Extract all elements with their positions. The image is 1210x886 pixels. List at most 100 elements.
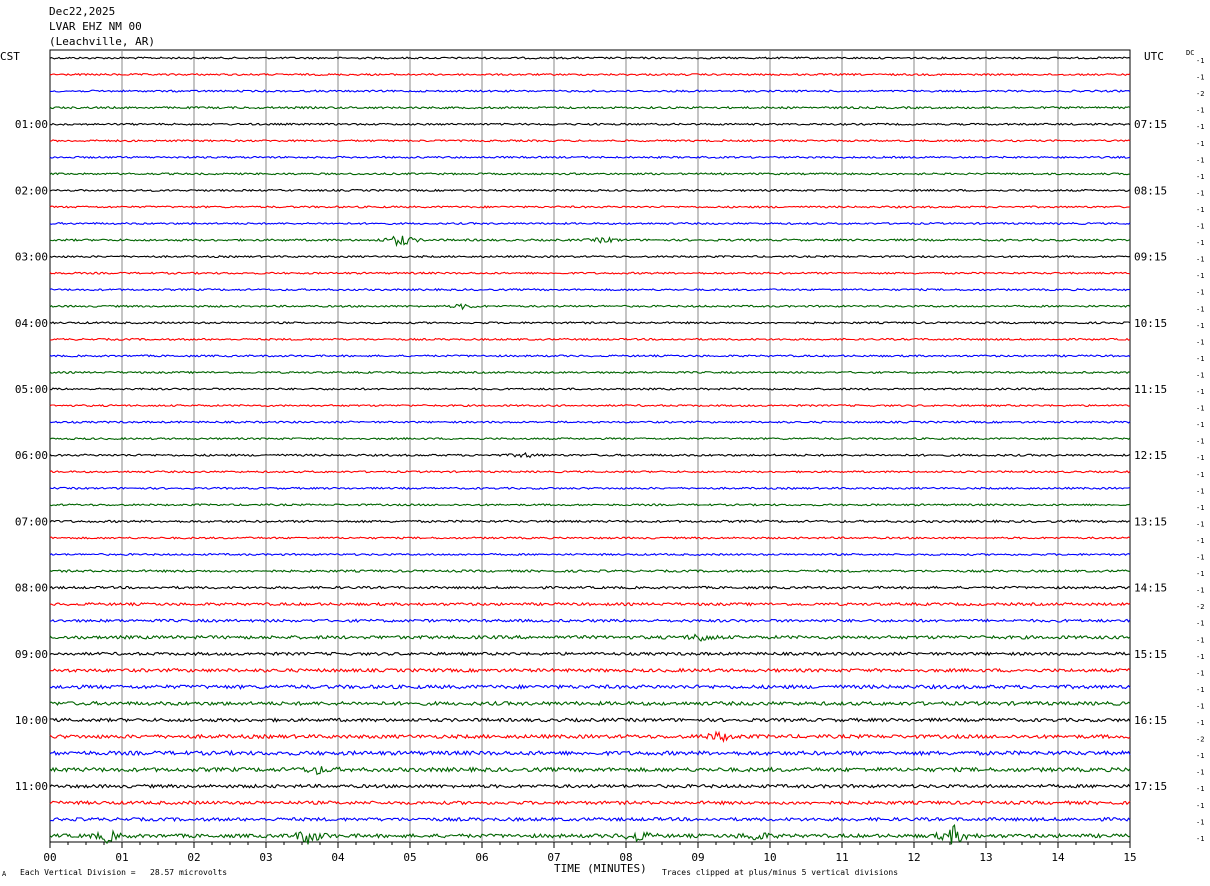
seismic-trace xyxy=(49,271,1131,275)
x-tick-label: 15 xyxy=(1123,851,1136,864)
left-hour-label: 09:00 xyxy=(15,648,48,661)
seismic-trace xyxy=(49,536,1131,540)
seismic-trace xyxy=(49,519,1131,524)
dc-offset-label: -2 xyxy=(1196,90,1204,98)
dc-offset-label: -1 xyxy=(1196,653,1204,661)
dc-offset-label: -1 xyxy=(1196,289,1204,297)
dc-offset-label: -1 xyxy=(1196,835,1204,843)
seismic-trace xyxy=(49,387,1131,391)
dc-offset-label: -1 xyxy=(1196,702,1204,710)
x-tick-label: 05 xyxy=(403,851,416,864)
x-tick-label: 10 xyxy=(763,851,776,864)
seismic-trace xyxy=(49,749,1131,757)
dc-offset-label: -1 xyxy=(1196,305,1204,313)
seismic-trace xyxy=(49,667,1131,674)
dc-offset-label: -1 xyxy=(1196,520,1204,528)
right-hour-label: 11:15 xyxy=(1134,383,1167,396)
seismic-trace xyxy=(49,700,1131,707)
dc-offset-label: -1 xyxy=(1196,669,1204,677)
seismic-trace xyxy=(49,235,1131,248)
dc-offset-label: -1 xyxy=(1196,355,1204,363)
seismic-trace xyxy=(49,783,1131,789)
dc-offset-label: -1 xyxy=(1196,636,1204,644)
dc-offset-label: -1 xyxy=(1196,57,1204,65)
seismic-trace xyxy=(49,321,1131,325)
right-hour-label: 12:15 xyxy=(1134,449,1167,462)
seismic-trace xyxy=(49,452,1131,459)
seismic-trace xyxy=(49,105,1131,110)
seismic-trace xyxy=(49,139,1131,143)
dc-offset-label: -1 xyxy=(1196,752,1204,760)
seismic-trace xyxy=(50,601,1131,607)
dc-offset-label: -1 xyxy=(1196,818,1204,826)
dc-offset-label: -1 xyxy=(1196,256,1204,264)
seismic-trace xyxy=(49,188,1131,193)
dc-offset-label: -2 xyxy=(1196,603,1204,611)
dc-offset-label: -1 xyxy=(1196,239,1204,247)
x-axis-title: TIME (MINUTES) xyxy=(554,862,647,875)
chart-title-station: LVAR EHZ NM 00 xyxy=(49,20,142,33)
seismic-trace xyxy=(49,816,1131,823)
dc-offset-label: -1 xyxy=(1196,471,1204,479)
clip-footnote: Traces clipped at plus/minus 5 vertical … xyxy=(662,868,899,877)
right-hour-label: 15:15 xyxy=(1134,648,1167,661)
x-tick-label: 13 xyxy=(979,851,992,864)
chart-title-location: (Leachville, AR) xyxy=(49,35,155,48)
seismic-trace xyxy=(49,470,1131,474)
seismic-trace xyxy=(49,72,1131,77)
seismic-trace xyxy=(49,122,1131,126)
x-tick-label: 01 xyxy=(115,851,128,864)
right-timezone-label: UTC xyxy=(1144,50,1164,63)
dc-offset-label: -1 xyxy=(1196,189,1204,197)
right-hour-label: 10:15 xyxy=(1134,317,1167,330)
dc-offset-label: -1 xyxy=(1196,802,1204,810)
dc-offset-label: -1 xyxy=(1196,570,1204,578)
left-hour-label: 11:00 xyxy=(15,780,48,793)
dc-offset-label: -1 xyxy=(1196,206,1204,214)
right-hour-label: 14:15 xyxy=(1134,582,1167,595)
dc-offset-label: -1 xyxy=(1196,504,1204,512)
right-hour-label: 17:15 xyxy=(1134,780,1167,793)
right-hour-label: 13:15 xyxy=(1134,515,1167,528)
seismic-trace xyxy=(49,486,1131,490)
x-tick-label: 03 xyxy=(259,851,272,864)
dc-offset-label: -1 xyxy=(1196,686,1204,694)
dc-offset-label: -1 xyxy=(1196,140,1204,148)
seismic-trace xyxy=(49,56,1131,60)
dc-offset-label: -1 xyxy=(1196,769,1204,777)
right-hour-label: 07:15 xyxy=(1134,118,1167,131)
seismic-trace xyxy=(49,205,1131,209)
dc-offset-label: -1 xyxy=(1196,74,1204,82)
dc-offset-label: -1 xyxy=(1196,322,1204,330)
dc-offset-label: -1 xyxy=(1196,405,1204,413)
x-tick-label: 14 xyxy=(1051,851,1065,864)
seismic-trace xyxy=(49,651,1131,657)
dc-offset-label: -1 xyxy=(1196,107,1204,115)
dc-label: DC xyxy=(1186,49,1195,57)
seismic-trace xyxy=(49,155,1131,160)
x-tick-label: 07 xyxy=(547,851,560,864)
x-tick-label: 09 xyxy=(691,851,704,864)
scale-footnote: Each Vertical Division = 28.57 microvolt… xyxy=(20,868,228,877)
x-tick-label: 06 xyxy=(475,851,488,864)
left-hour-label: 01:00 xyxy=(15,118,48,131)
left-hour-label: 06:00 xyxy=(15,449,48,462)
dc-offset-label: -1 xyxy=(1196,719,1204,727)
left-hour-label: 07:00 xyxy=(15,515,48,528)
seismic-trace xyxy=(49,585,1131,590)
corner-mark: A xyxy=(2,870,7,878)
seismic-trace xyxy=(49,420,1131,424)
chart-title-date: Dec22,2025 xyxy=(49,5,116,18)
seismic-trace xyxy=(49,552,1131,557)
dc-offset-label: -1 xyxy=(1196,537,1204,545)
seismic-trace xyxy=(49,337,1131,342)
seismic-trace xyxy=(49,618,1131,624)
dc-offset-label: -1 xyxy=(1196,785,1204,793)
dc-offset-label: -2 xyxy=(1196,736,1204,744)
right-hour-label: 08:15 xyxy=(1134,184,1167,197)
seismic-trace xyxy=(49,354,1131,358)
seismic-trace xyxy=(49,370,1131,375)
left-timezone-label: CST xyxy=(0,50,20,63)
dc-offset-label: -1 xyxy=(1196,554,1204,562)
seismic-trace xyxy=(49,287,1131,292)
